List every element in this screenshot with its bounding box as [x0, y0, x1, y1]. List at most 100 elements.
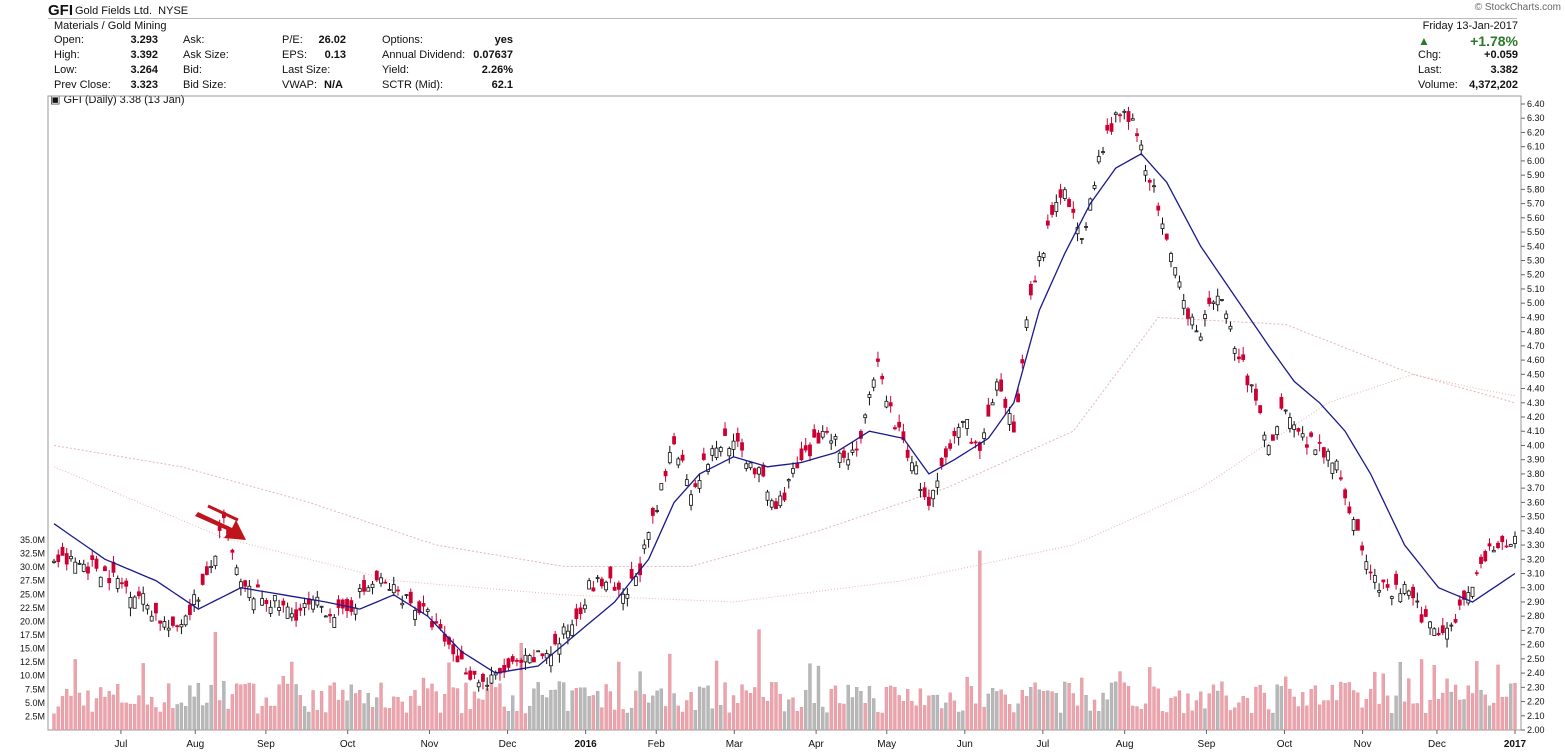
volume-bar — [1199, 691, 1203, 731]
volume-bar — [1449, 691, 1453, 731]
candle-body — [1071, 208, 1076, 213]
candle-body — [1011, 421, 1016, 433]
volume-bar — [723, 682, 727, 731]
volume-bar — [1156, 688, 1160, 731]
volume-bar — [124, 702, 128, 731]
candle-body — [1198, 336, 1203, 341]
volume-bar — [294, 684, 298, 731]
x-tick-label: Feb — [648, 739, 666, 750]
volume-bar — [1390, 713, 1394, 731]
candle-body — [1152, 185, 1156, 188]
volume-bar — [73, 659, 77, 731]
volume-bar — [1377, 703, 1381, 731]
candle-body — [1007, 413, 1012, 425]
volume-bar — [757, 629, 761, 731]
candle-body — [1385, 584, 1390, 588]
volume-bar — [918, 688, 923, 731]
price-tick-label: 3.60 — [1527, 497, 1545, 507]
volume-bar — [821, 706, 825, 731]
volume-bar — [1080, 677, 1084, 731]
candle-body — [1135, 133, 1139, 137]
x-tick-label: Sep — [257, 739, 275, 750]
candle-body — [1398, 593, 1403, 603]
price-tick-label: 4.20 — [1527, 412, 1545, 422]
candle-body — [1177, 281, 1182, 288]
volume-bar — [663, 706, 668, 731]
candle-body — [476, 682, 481, 688]
price-tick-label: 5.20 — [1527, 270, 1545, 280]
volume-tick-label: 15.0M — [20, 644, 45, 654]
volume-bar — [1453, 684, 1458, 731]
volume-bar — [1364, 699, 1369, 731]
price-tick-label: 5.70 — [1527, 199, 1545, 209]
candle-body — [910, 462, 914, 472]
candle-body — [791, 468, 795, 474]
candle-body — [1449, 624, 1454, 627]
volume-bar — [65, 689, 69, 731]
volume-bar — [791, 697, 795, 731]
price-tick-label: 4.10 — [1527, 426, 1545, 436]
volume-bar — [472, 691, 477, 731]
candle-body — [684, 479, 689, 486]
volume-bar — [1135, 706, 1139, 731]
candle-body — [803, 445, 808, 451]
candle-body — [404, 594, 409, 597]
candle-body — [532, 657, 536, 663]
candle-body — [867, 394, 872, 398]
volume-bar — [1407, 678, 1411, 731]
candle-body — [748, 462, 753, 469]
candle-body — [1156, 205, 1161, 211]
header-divider — [48, 18, 1517, 19]
high-label: High: — [54, 49, 80, 61]
candle-body — [1054, 202, 1059, 213]
volume-bar — [383, 707, 387, 731]
volume-bar — [247, 682, 252, 731]
candle-body — [1343, 489, 1348, 499]
candle-body — [366, 587, 371, 592]
volume-bar — [69, 695, 73, 731]
volume-bar — [1509, 683, 1513, 731]
candle-body — [332, 617, 337, 628]
volume-bar — [260, 706, 264, 731]
candle-body — [837, 452, 842, 463]
volume-bar — [999, 689, 1003, 731]
candle-body — [77, 562, 82, 565]
price-tick-label: 2.90 — [1527, 597, 1545, 607]
candle-body — [931, 489, 936, 500]
volume-bar — [1492, 702, 1496, 731]
volume-bar — [1496, 664, 1500, 731]
candle-body — [1194, 330, 1199, 333]
price-tick-label: 6.10 — [1527, 142, 1545, 152]
volume-bar — [358, 689, 362, 731]
candle-body — [277, 607, 281, 611]
candle-body — [413, 610, 417, 620]
candle-body — [1028, 283, 1033, 296]
candle-body — [948, 443, 953, 449]
candle-body — [761, 464, 766, 477]
volume-bar — [1190, 710, 1194, 731]
candle-body — [587, 580, 592, 590]
volume-bar — [413, 690, 417, 731]
candle-body — [506, 658, 511, 668]
candle-body — [655, 510, 659, 512]
candle-body — [1500, 535, 1505, 543]
volume-bar — [1279, 686, 1284, 731]
price-tick-label: 2.10 — [1527, 711, 1545, 721]
volume-value: 4,372,202 — [1469, 79, 1518, 91]
candle-body — [731, 440, 736, 450]
volume-bar — [1165, 712, 1169, 731]
volume-bar — [120, 702, 124, 731]
volume-bar — [1373, 671, 1377, 731]
price-tick-label: 4.80 — [1527, 327, 1545, 337]
volume-bar — [1313, 685, 1318, 731]
volume-bar — [706, 685, 710, 731]
volume-bar — [396, 697, 400, 731]
candle-body — [553, 633, 558, 645]
volume-bar — [158, 711, 162, 731]
candle-body — [158, 620, 163, 624]
candle-body — [574, 608, 579, 619]
candle-body — [1457, 599, 1462, 606]
candle-body — [816, 432, 821, 444]
volume-bar — [1300, 692, 1305, 731]
price-tick-label: 5.10 — [1527, 284, 1545, 294]
